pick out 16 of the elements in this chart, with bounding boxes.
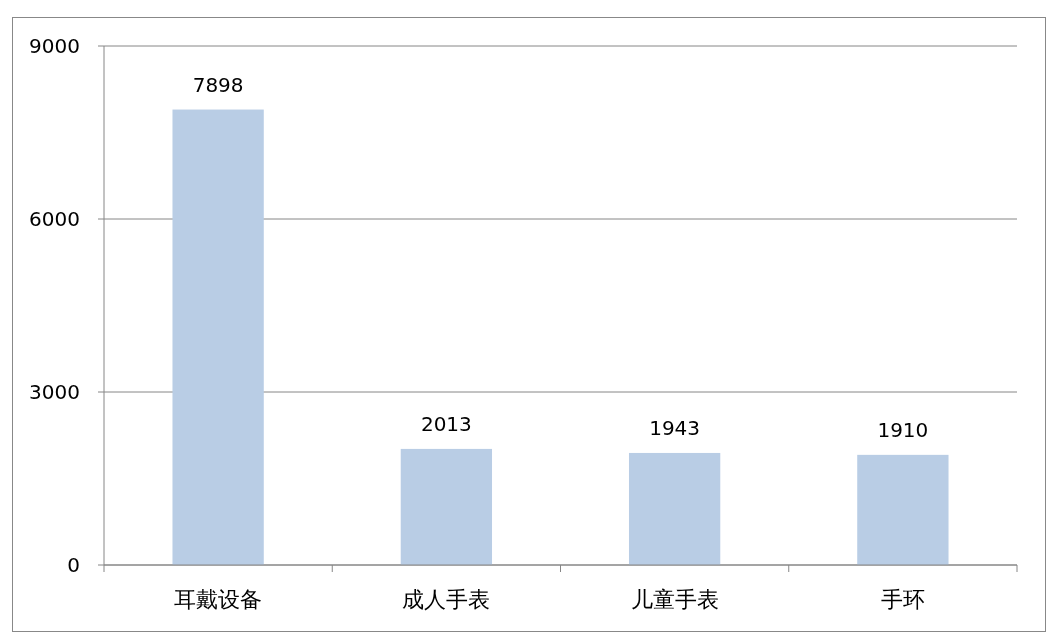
x-tick-label: 成人手表 [402,587,491,612]
y-tick-label: 0 [67,553,80,577]
bar [628,452,721,565]
y-tick-label: 9000 [29,34,80,58]
bar [172,109,264,565]
bar [857,454,949,565]
data-label: 1943 [649,415,701,440]
data-label: 7898 [192,72,244,97]
bar [400,448,493,565]
x-tick-label: 儿童手表 [630,587,719,612]
data-label: 1910 [877,417,929,442]
x-tick-label: 手环 [880,587,925,612]
y-tick-label: 6000 [29,207,80,231]
data-label: 2013 [420,411,472,436]
x-tick-label: 耳戴设备 [174,587,263,612]
y-tick-label: 3000 [29,380,80,404]
